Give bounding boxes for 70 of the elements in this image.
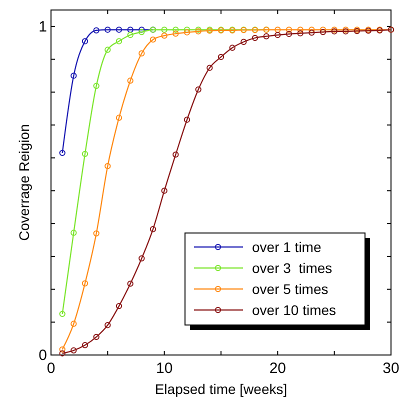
legend-label: over 10 times xyxy=(252,302,336,318)
point xyxy=(116,38,122,44)
point xyxy=(93,27,100,34)
point xyxy=(172,151,179,158)
point xyxy=(161,188,168,194)
point xyxy=(82,280,88,286)
point xyxy=(127,78,134,84)
point xyxy=(161,32,168,39)
point xyxy=(308,30,315,36)
point xyxy=(70,320,77,327)
point xyxy=(93,82,100,89)
x-axis-title: Elapsed time [weeks] xyxy=(154,381,288,397)
point xyxy=(218,54,224,60)
point xyxy=(229,44,236,51)
point xyxy=(286,30,292,38)
point xyxy=(297,26,304,33)
point xyxy=(252,34,258,42)
point xyxy=(320,28,326,36)
point xyxy=(59,350,66,356)
point xyxy=(308,26,315,33)
point xyxy=(150,226,156,232)
point xyxy=(104,26,111,33)
legend-label: over 5 times xyxy=(252,281,328,297)
point xyxy=(93,230,100,237)
point xyxy=(104,46,111,53)
point xyxy=(116,114,122,121)
point xyxy=(82,150,88,158)
point xyxy=(70,347,77,354)
point xyxy=(172,26,179,33)
y-axis-title: Coverrage Reigion xyxy=(16,124,32,241)
point xyxy=(82,38,88,44)
point xyxy=(127,32,134,38)
point xyxy=(116,302,122,310)
point xyxy=(286,26,292,33)
x-tick-label: 30 xyxy=(382,360,400,377)
point xyxy=(59,150,66,156)
point xyxy=(138,255,145,262)
x-tick-label: 20 xyxy=(269,360,286,377)
point xyxy=(127,280,134,287)
point xyxy=(138,50,145,56)
y-tick-label: 1 xyxy=(38,18,47,36)
legend-label: over 1 time xyxy=(252,239,322,255)
point xyxy=(116,26,122,33)
point xyxy=(172,30,179,37)
point xyxy=(184,26,190,33)
point xyxy=(184,29,190,36)
point xyxy=(161,26,168,33)
point xyxy=(104,322,111,328)
x-tick-label: 10 xyxy=(156,360,173,377)
point xyxy=(70,230,77,236)
point xyxy=(138,28,145,36)
point xyxy=(104,162,111,170)
point xyxy=(82,342,88,348)
point xyxy=(274,32,281,38)
point xyxy=(263,33,270,40)
legend-label: over 3 times xyxy=(252,260,332,276)
point xyxy=(206,64,213,71)
point xyxy=(320,26,326,33)
point xyxy=(127,26,134,33)
point xyxy=(70,72,77,79)
point xyxy=(184,116,190,123)
point xyxy=(240,38,247,45)
point xyxy=(274,26,281,33)
point xyxy=(59,310,66,318)
point xyxy=(138,26,145,33)
point xyxy=(297,30,304,36)
point xyxy=(93,334,100,340)
point xyxy=(150,36,156,43)
point xyxy=(59,346,66,353)
point xyxy=(195,86,202,93)
